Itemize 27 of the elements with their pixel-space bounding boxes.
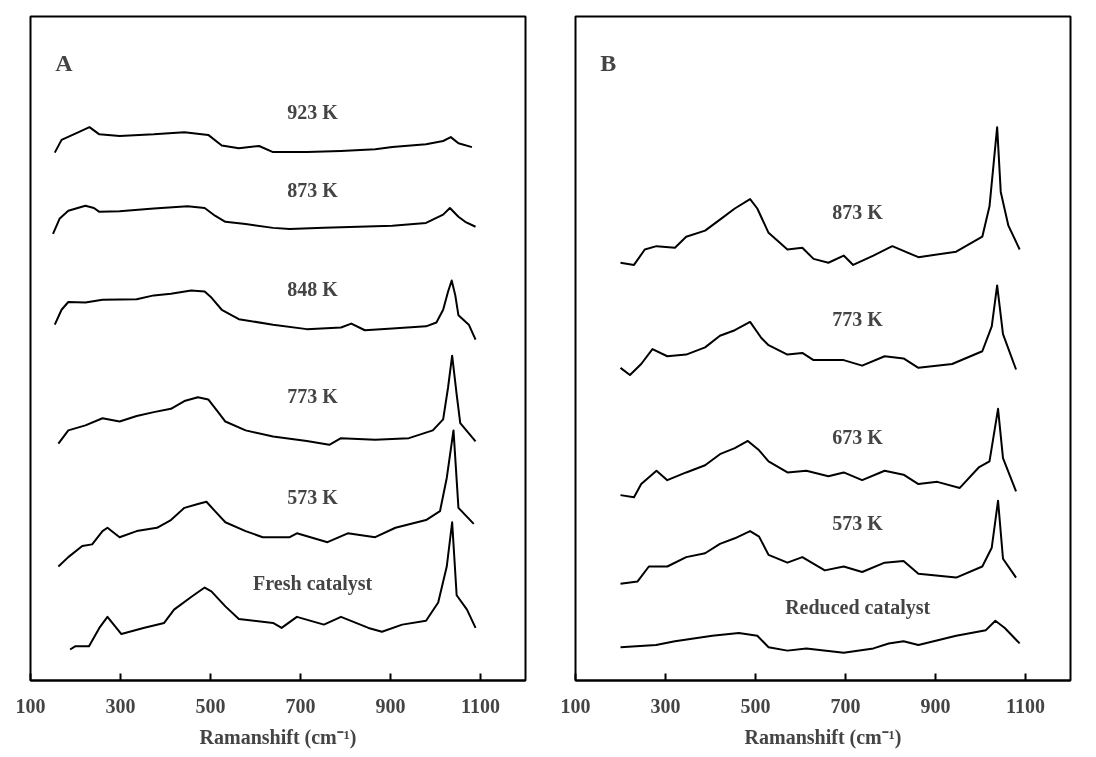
series-label: 573 K: [832, 511, 884, 534]
x-tick-label: 1100: [1006, 694, 1045, 717]
x-tick-label: 500: [195, 694, 226, 717]
x-axis-title: Ramanshift (cm⁻¹): [199, 725, 357, 749]
series-label: 773 K: [287, 385, 339, 408]
series-label: 573 K: [287, 485, 339, 508]
x-tick-label: 700: [285, 694, 316, 717]
series-label: 848 K: [287, 278, 339, 301]
series-label: 923 K: [287, 100, 339, 123]
x-tick-label: 900: [375, 694, 406, 717]
x-tick-label: 100: [15, 694, 46, 717]
series-label: Fresh catalyst: [253, 571, 373, 595]
x-tick-label: 300: [105, 694, 136, 717]
x-tick-label: 700: [830, 694, 861, 717]
x-tick-label: 300: [650, 694, 681, 717]
x-tick-label: 1100: [461, 694, 500, 717]
series-label: 773 K: [832, 307, 884, 330]
x-tick-label: 100: [560, 694, 591, 717]
x-tick-label: 500: [740, 694, 771, 717]
text: B: [600, 49, 617, 76]
series-label: 873 K: [832, 200, 884, 223]
text: A: [55, 49, 74, 76]
x-axis-title: Ramanshift (cm⁻¹): [744, 725, 902, 749]
series-label: 673 K: [832, 425, 884, 448]
series-label: 873 K: [287, 178, 339, 201]
series-label: Reduced catalyst: [785, 595, 931, 619]
x-tick-label: 900: [920, 694, 951, 717]
